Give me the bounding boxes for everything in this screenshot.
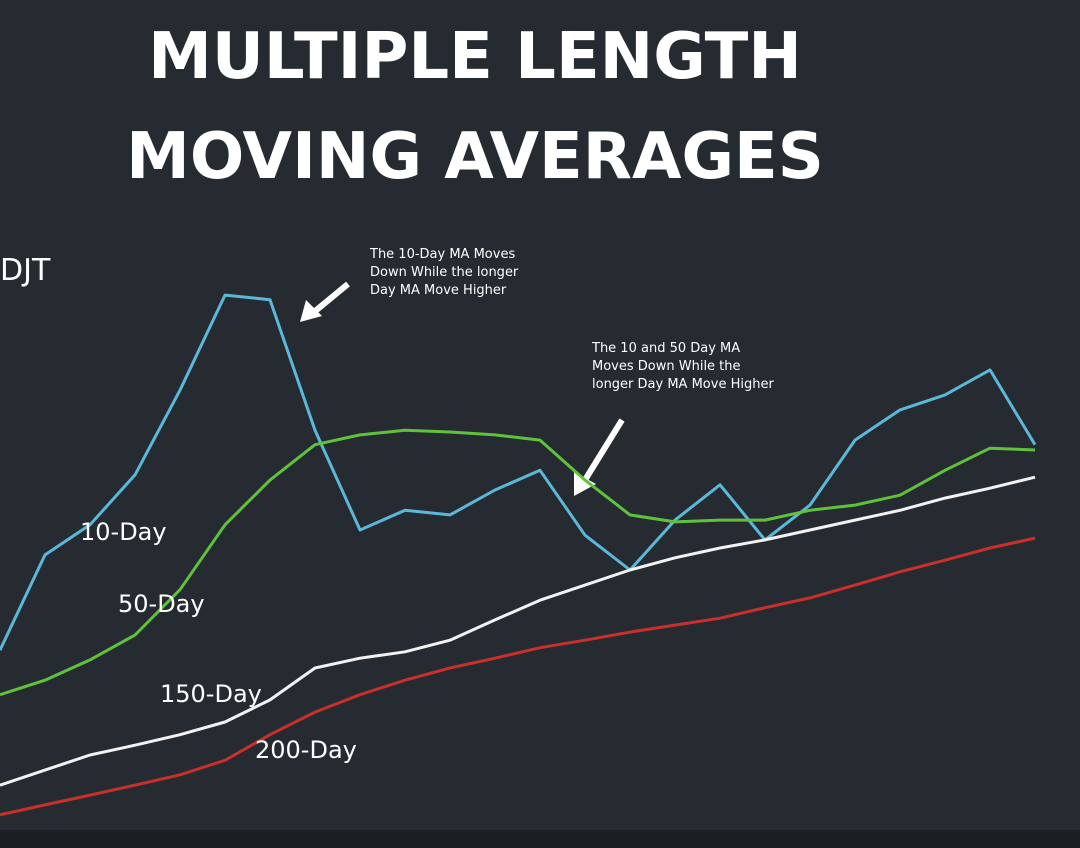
arrow [574, 418, 625, 496]
annotation: The 10 and 50 Day MA [591, 341, 740, 356]
arrow [300, 281, 350, 322]
series-label: 150-Day [160, 680, 262, 708]
annotation: The 10-Day MA Moves [369, 247, 515, 262]
ma-line [0, 475, 1036, 787]
annotation: longer Day MA Move Higher [592, 377, 774, 392]
series-label: 200-Day [255, 736, 357, 764]
ma-line [0, 428, 1036, 697]
series-label: 50-Day [118, 590, 205, 618]
ticker: DJT [0, 253, 51, 288]
bottom-strip [0, 830, 1080, 848]
annotation: Day MA Move Higher [370, 283, 507, 298]
ma-line [0, 536, 1036, 817]
chart-title: MOVING AVERAGES [126, 120, 824, 194]
chart-title: MULTIPLE LENGTH [148, 20, 802, 94]
annotation: Moves Down While the [592, 359, 741, 374]
annotation: Down While the longer [370, 265, 519, 280]
ma-line [0, 293, 1037, 651]
series-label: 10-Day [80, 518, 167, 546]
